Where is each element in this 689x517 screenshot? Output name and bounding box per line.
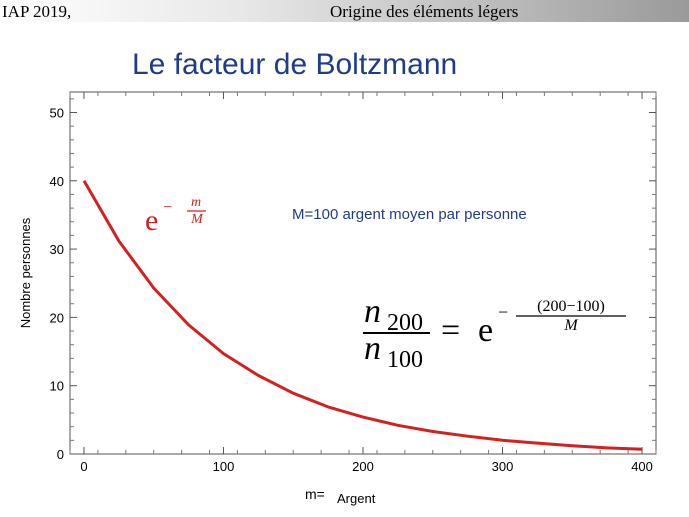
ratio-den-sub: 100 bbox=[387, 347, 423, 373]
ratio-exp-base: e bbox=[478, 312, 493, 349]
formula-exp-base: e bbox=[145, 204, 158, 237]
y-axis-label: Nombre personnes bbox=[18, 217, 33, 328]
formula-exp: e − m M bbox=[145, 195, 206, 237]
y-tick-label: 20 bbox=[50, 310, 64, 325]
plot-frame bbox=[69, 91, 657, 455]
ratio-exp-den: M bbox=[563, 317, 579, 334]
y-tick-label: 40 bbox=[50, 174, 64, 189]
x-tick-label: 300 bbox=[492, 459, 514, 474]
header-left-text: IAP 2019, bbox=[2, 2, 72, 21]
ratio-num-var: n bbox=[364, 293, 381, 330]
m-note: M=100 argent moyen par personne bbox=[292, 206, 527, 223]
y-tick-label: 50 bbox=[50, 105, 64, 120]
y-tick-label: 30 bbox=[50, 242, 64, 257]
formula-exp-sign: − bbox=[163, 199, 172, 216]
header-bar: IAP 2019, Origine des éléments légers bbox=[0, 0, 689, 22]
formula-exp-num: m bbox=[191, 195, 201, 210]
x-tick-label: 100 bbox=[213, 459, 235, 474]
x-tick-label: 200 bbox=[352, 459, 374, 474]
ratio-den-var: n bbox=[364, 330, 381, 367]
ratio-equals: = bbox=[441, 312, 460, 349]
formula-ratio: n 200 n 100 = e − (200−100) M bbox=[363, 293, 626, 373]
x-axis-label: Argent bbox=[337, 491, 376, 506]
formula-exp-den: M bbox=[190, 212, 204, 227]
series-line-0 bbox=[82, 180, 643, 451]
ratio-exp-num: (200−100) bbox=[537, 298, 605, 315]
ratio-num-sub: 200 bbox=[387, 310, 423, 336]
x-axis-prefix: m= bbox=[305, 486, 325, 502]
ratio-exp-sign: − bbox=[498, 302, 508, 322]
y-tick-label: 10 bbox=[50, 379, 64, 394]
x-tick-label: 400 bbox=[631, 459, 653, 474]
x-tick-label: 0 bbox=[80, 459, 87, 474]
slide-title: Le facteur de Boltzmann bbox=[132, 48, 458, 81]
header-right-text: Origine des éléments légers bbox=[330, 2, 519, 21]
y-tick-label: 0 bbox=[57, 447, 64, 462]
